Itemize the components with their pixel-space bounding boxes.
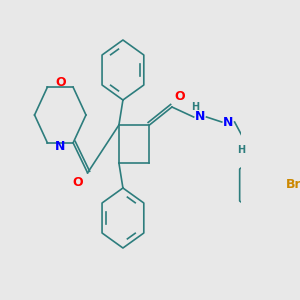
Text: O: O [175,91,185,103]
Text: O: O [55,76,66,89]
Text: N: N [55,140,65,154]
Text: O: O [73,176,83,189]
Text: H: H [191,102,199,112]
Text: H: H [237,145,245,155]
Text: N: N [223,116,233,128]
Text: Br: Br [286,178,300,191]
Text: N: N [195,110,205,124]
